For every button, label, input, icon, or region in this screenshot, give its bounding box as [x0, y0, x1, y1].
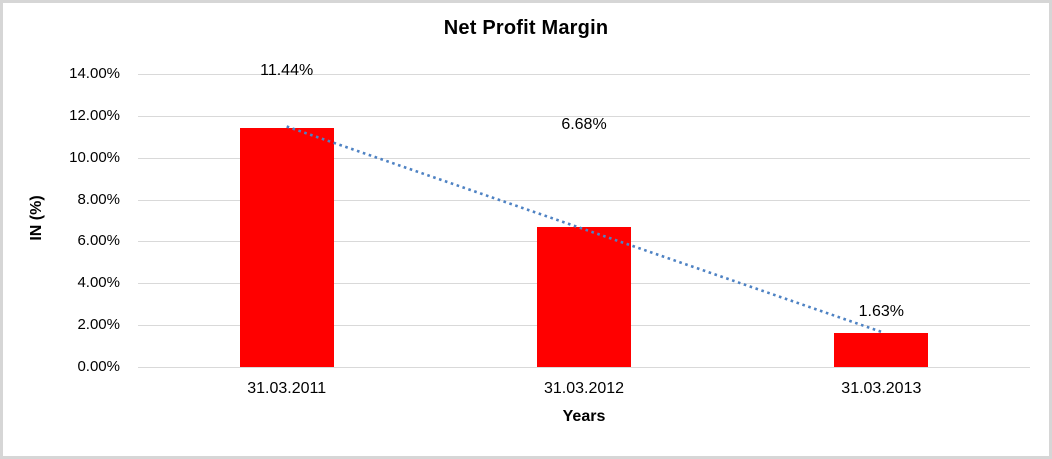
gridline	[138, 199, 1030, 201]
x-tick-label: 31.03.2012	[543, 380, 625, 397]
bar	[537, 227, 631, 367]
y-tick-label: 10.00%	[69, 148, 120, 166]
y-tick-label: 8.00%	[77, 190, 120, 208]
gridline	[138, 115, 1030, 117]
gridline	[138, 157, 1030, 159]
data-label: 1.63%	[858, 303, 905, 320]
plot-area: 11.44% 6.68% 1.63%	[138, 62, 1030, 368]
x-tick-label: 31.03.2011	[247, 380, 327, 397]
x-axis-title: Years	[562, 408, 606, 425]
gridline	[138, 74, 1030, 75]
bar	[834, 332, 929, 367]
bar	[239, 127, 334, 367]
chart-title: Net Profit Margin	[443, 17, 609, 39]
data-label: 6.68%	[561, 116, 607, 133]
x-axis-line	[138, 367, 1030, 368]
y-tick-label: 0.00%	[77, 358, 120, 375]
y-tick-label: 6.00%	[77, 232, 120, 250]
x-tick-label: 31.03.2013	[841, 380, 922, 397]
y-tick-label: 14.00%	[69, 65, 120, 82]
y-tick-label: 12.00%	[69, 106, 120, 124]
y-tick-label: 4.00%	[77, 274, 120, 292]
data-label: 11.44%	[260, 62, 314, 79]
y-tick-label: 2.00%	[77, 316, 120, 334]
